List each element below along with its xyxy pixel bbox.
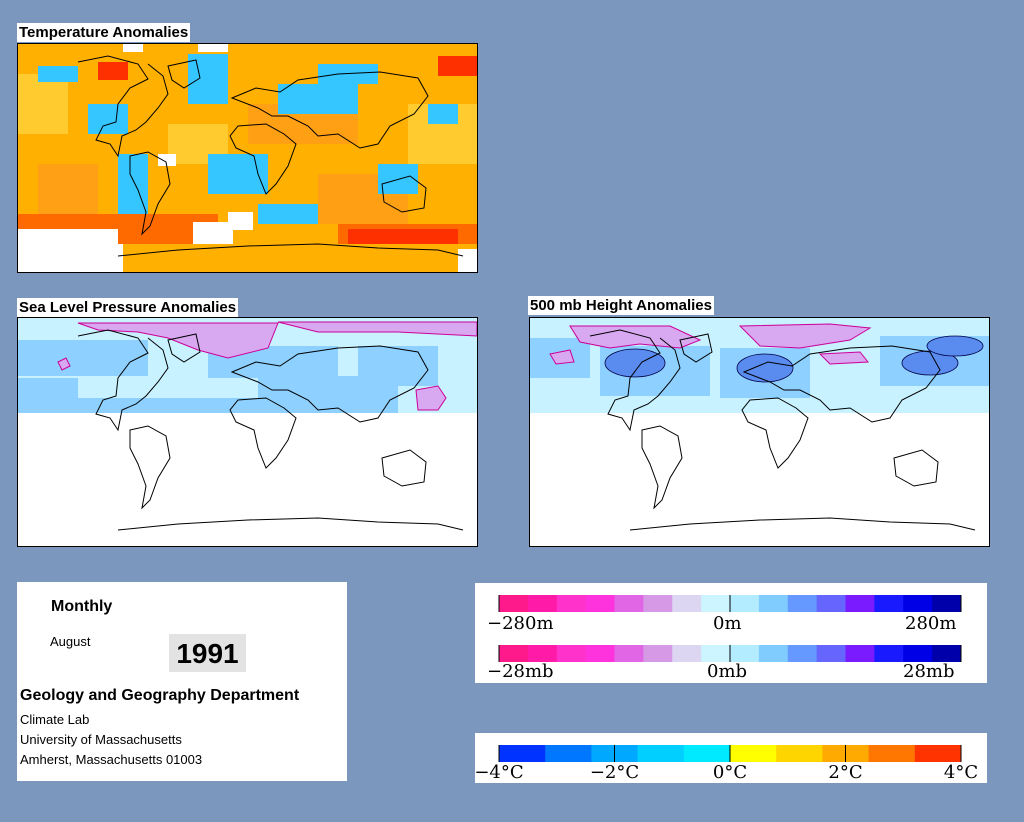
colorbar-swatch xyxy=(758,595,789,612)
temperature-legend-label: 2°C xyxy=(828,762,862,783)
colorbar-swatch xyxy=(903,595,933,612)
period-mode: Monthly xyxy=(51,598,113,615)
colorbar-swatch xyxy=(643,645,673,662)
university-name: University of Massachusetts xyxy=(20,732,182,747)
temperature-legend: −4°C −2°C 0°C 2°C 4°C xyxy=(475,733,987,783)
temperature-panel-title: Temperature Anomalies xyxy=(17,23,191,42)
colorbar-swatch xyxy=(914,745,962,762)
sea-level-pressure-map xyxy=(17,317,478,547)
pressure-colorbar xyxy=(498,645,962,662)
colorbar-swatch xyxy=(527,595,558,612)
year-display: 1991 xyxy=(169,634,246,672)
colorbar-swatch xyxy=(730,595,760,612)
colorbar-swatch xyxy=(845,645,875,662)
colorbar-swatch xyxy=(730,745,777,762)
colorbar-swatch xyxy=(556,595,587,612)
colorbar-swatch xyxy=(816,645,846,662)
pressure-legend-max-label: 28mb xyxy=(903,661,955,682)
colorbar-swatch xyxy=(585,595,615,612)
colorbar-swatch xyxy=(672,645,702,662)
500mb-height-map xyxy=(529,317,990,547)
temperature-legend-label: 4°C xyxy=(944,762,978,783)
info-box: Monthly August 1991 Geology and Geograph… xyxy=(17,582,347,781)
colorbar-swatch xyxy=(499,645,529,662)
colorbar-swatch xyxy=(614,645,644,662)
pressure-legend-min-label: −28mb xyxy=(487,661,554,682)
height-legend-zero-label: 0m xyxy=(713,613,742,634)
colorbar-swatch xyxy=(776,745,823,762)
colorbar-swatch xyxy=(672,595,702,612)
colorbar-swatch xyxy=(499,595,529,612)
address: Amherst, Massachusetts 01003 xyxy=(20,752,203,767)
colorbar-swatch xyxy=(614,595,644,612)
colorbar-swatch xyxy=(932,595,962,612)
temperature-legend-label: −2°C xyxy=(590,762,639,783)
colorbar-swatch xyxy=(932,645,962,662)
colorbar-swatch xyxy=(787,645,818,662)
colorbar-swatch xyxy=(701,645,731,662)
slp-panel-title: Sea Level Pressure Anomalies xyxy=(17,298,239,317)
colorbar-swatch xyxy=(643,595,673,612)
colorbar-swatch xyxy=(845,595,875,612)
colorbar-swatch xyxy=(683,745,731,762)
colorbar-swatch xyxy=(874,595,904,612)
height-panel-title: 500 mb Height Anomalies xyxy=(528,296,714,315)
colorbar-swatch xyxy=(903,645,933,662)
temperature-legend-label: −4°C xyxy=(475,762,524,783)
colorbar-swatch xyxy=(730,645,760,662)
colorbar-swatch xyxy=(868,745,916,762)
height-pressure-legend: −280m 0m 280m −28mb 0mb 28mb xyxy=(475,583,987,683)
month-label: August xyxy=(50,634,91,649)
colorbar-swatch xyxy=(787,595,818,612)
lab-name: Climate Lab xyxy=(20,712,90,727)
colorbar-swatch xyxy=(527,645,558,662)
temperature-anomaly-map xyxy=(17,43,478,273)
colorbar-swatch xyxy=(874,645,904,662)
colorbar-swatch xyxy=(556,645,587,662)
colorbar-swatch xyxy=(545,745,592,762)
temperature-legend-label: 0°C xyxy=(713,762,747,783)
height-colorbar xyxy=(498,595,962,612)
pressure-legend-zero-label: 0mb xyxy=(707,661,747,682)
height-legend-min-label: −280m xyxy=(487,613,554,634)
temperature-colorbar xyxy=(498,745,962,762)
department-name: Geology and Geography Department xyxy=(20,687,300,704)
colorbar-swatch xyxy=(758,645,789,662)
colorbar-swatch xyxy=(637,745,685,762)
height-legend-max-label: 280m xyxy=(905,613,956,634)
colorbar-swatch xyxy=(701,595,731,612)
colorbar-swatch xyxy=(816,595,846,612)
colorbar-swatch xyxy=(585,645,615,662)
colorbar-swatch xyxy=(499,745,546,762)
